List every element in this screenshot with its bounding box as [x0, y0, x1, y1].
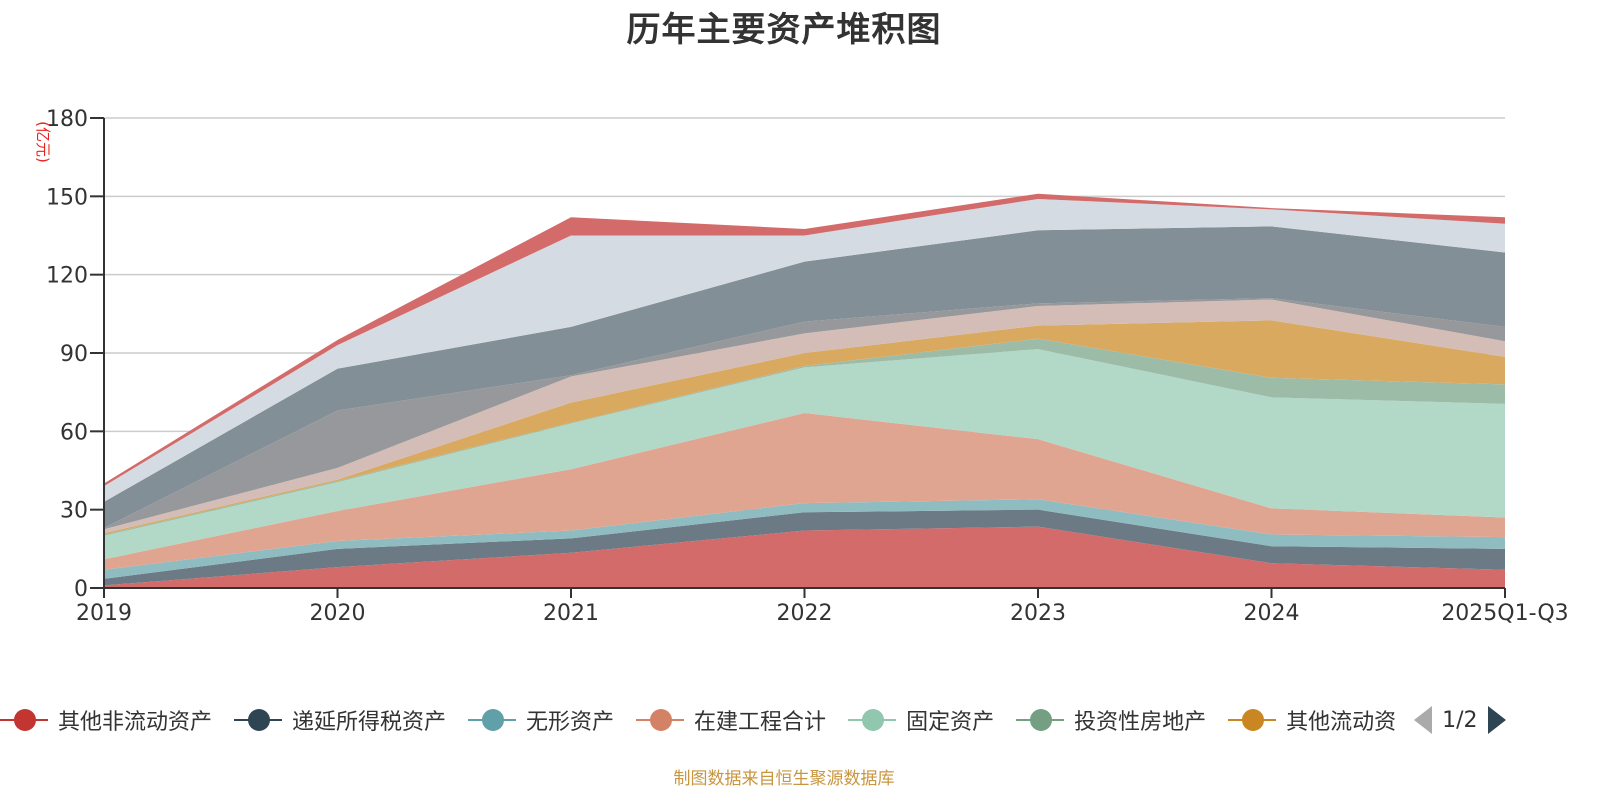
legend-item[interactable]: 在建工程合计 [636, 704, 826, 736]
legend: 其他非流动资产 递延所得税资产 无形资产 在建工程合计 固定资产 投资性房地产 其他流动资 … [0, 704, 1506, 736]
y-tick-label: 30 [60, 499, 88, 524]
x-tick-label: 2025Q1-Q3 [1441, 601, 1568, 626]
legend-label: 无形资产 [526, 710, 615, 735]
y-tick-label: 60 [60, 420, 88, 445]
y-tick-label: 120 [46, 264, 88, 289]
area-series-1 [104, 509, 1505, 586]
x-tick-label: 2019 [76, 601, 132, 626]
legend-item[interactable]: 递延所得税资产 [234, 704, 446, 736]
y-tick-label: 150 [46, 185, 88, 210]
x-tick-label: 2022 [777, 601, 833, 626]
area-series-9 [104, 226, 1505, 528]
area-series-6 [104, 320, 1505, 535]
axes: 0 30 60 90 120 150 180 2019 2020 2021 2022 2023 2024… [46, 107, 1569, 626]
legend-item[interactable]: 投资性房地产 [1016, 704, 1206, 736]
x-tick-label: 2020 [310, 601, 366, 626]
data-source-note: 制图数据来自恒生聚源数据库 [673, 769, 895, 789]
legend-item[interactable]: 固定资产 [848, 704, 994, 736]
legend-prev-page-icon[interactable] [1414, 706, 1433, 734]
stacked-area-chart: 0 30 60 90 120 150 180 2019 2020 2021 2022 2023 2024… [34, 107, 1569, 626]
y-tick-label: 0 [74, 577, 88, 602]
y-axis-label: (亿元) [34, 121, 52, 163]
legend-label: 投资性房地产 [1074, 710, 1207, 735]
area-series-4 [104, 349, 1505, 560]
area-series-7 [104, 299, 1505, 534]
legend-page-indicator: 1/2 [1442, 707, 1478, 733]
legend-item[interactable]: 其他非流动资产 [0, 704, 212, 736]
legend-item[interactable]: 其他流动资 [1228, 704, 1396, 736]
chart-title: 历年主要资产堆积图 [626, 10, 942, 50]
area-series-3 [104, 413, 1505, 570]
legend-label: 其他非流动资产 [58, 710, 213, 735]
area-series-8 [104, 298, 1505, 530]
x-tick-label: 2023 [1010, 601, 1066, 626]
legend-marker-icon [0, 708, 48, 732]
legend-label: 其他流动资 [1286, 710, 1397, 735]
area-series-2 [104, 499, 1505, 579]
area-series-0 [104, 526, 1505, 588]
area-series-10 [104, 198, 1505, 502]
legend-marker-icon [848, 708, 897, 732]
legend-marker-icon [1228, 708, 1277, 732]
legend-label: 递延所得税资产 [292, 710, 447, 735]
x-tick-label: 2024 [1244, 601, 1300, 626]
legend-marker-icon [468, 708, 517, 732]
y-tick-label: 90 [60, 342, 88, 367]
legend-next-page-icon[interactable] [1487, 706, 1506, 734]
legend-marker-icon [234, 708, 283, 732]
legend-label: 在建工程合计 [694, 710, 827, 735]
legend-marker-icon [636, 708, 685, 732]
legend-pager: 1/2 [1414, 706, 1506, 734]
legend-marker-icon [1016, 708, 1065, 732]
legend-label: 固定资产 [906, 710, 995, 735]
legend-item[interactable]: 无形资产 [468, 704, 614, 736]
area-series [104, 193, 1505, 588]
x-tick-label: 2021 [543, 601, 599, 626]
y-tick-label: 180 [46, 107, 88, 132]
